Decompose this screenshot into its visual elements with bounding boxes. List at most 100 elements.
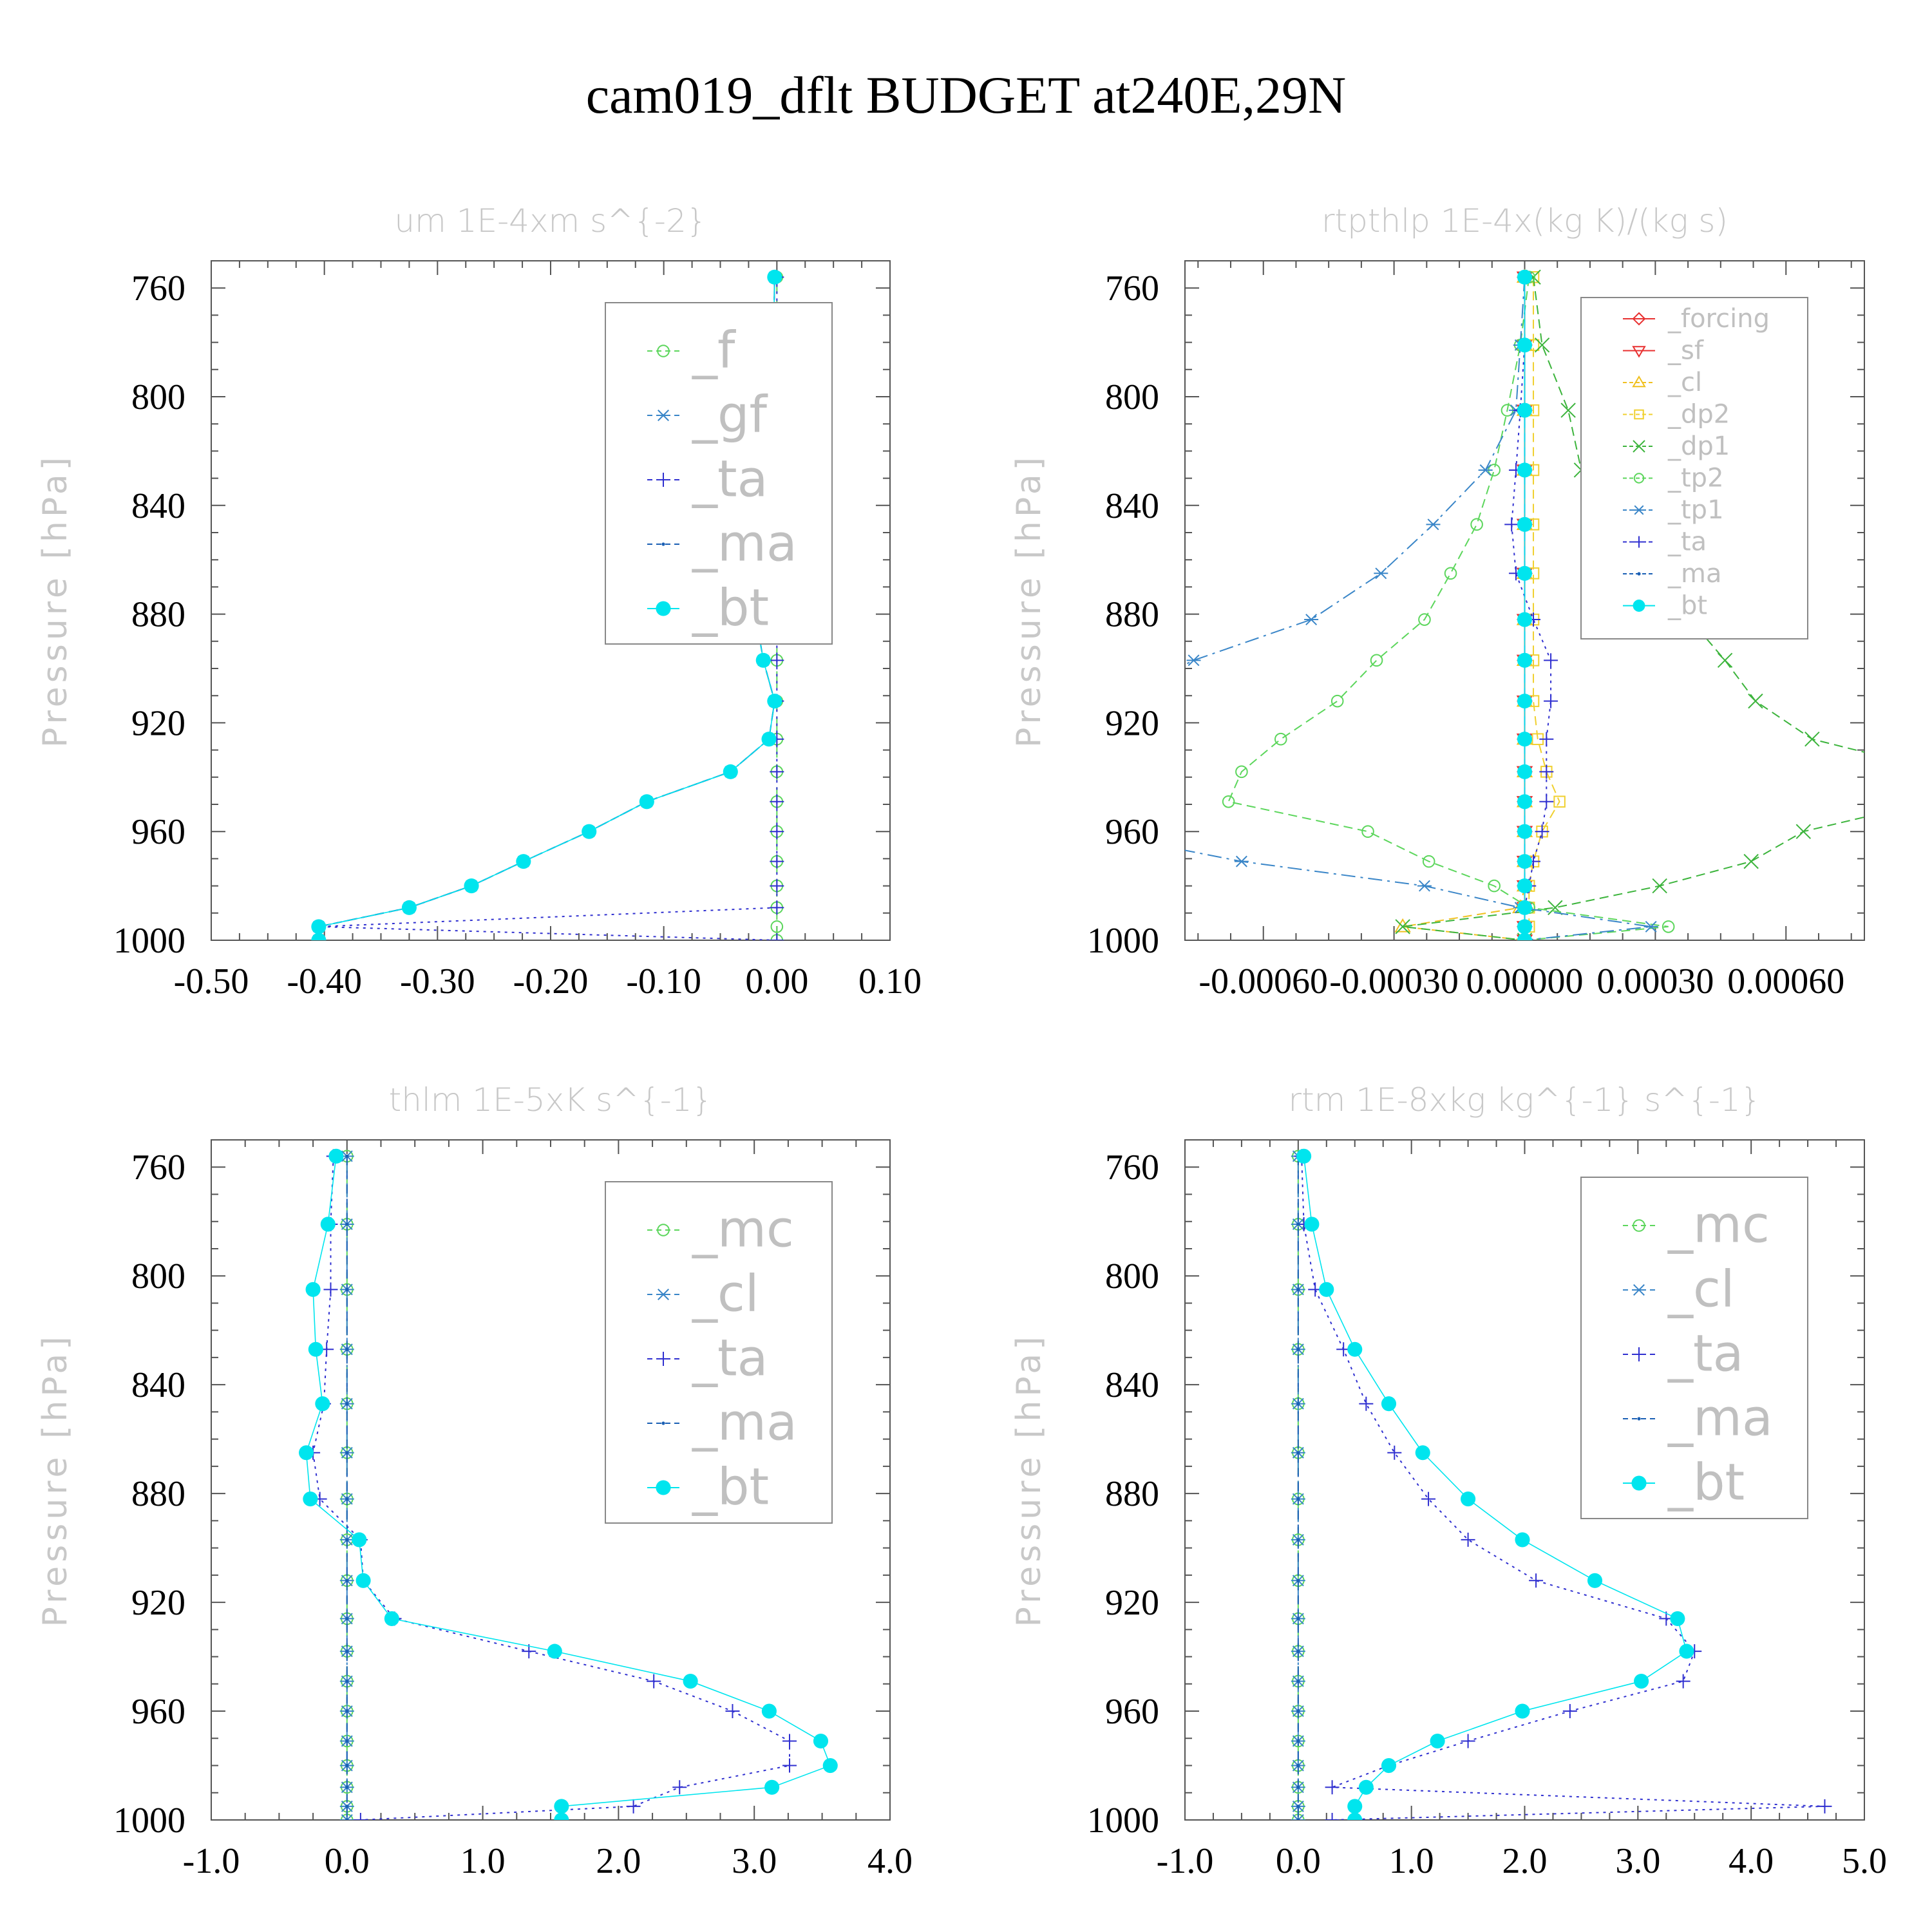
data-point-bt: [1381, 1757, 1397, 1774]
data-point-tp2: [1370, 654, 1383, 667]
data-point-bt: [1517, 612, 1533, 627]
y-axis-label: Pressure [hPa]: [36, 453, 75, 748]
legend-box: [605, 1181, 833, 1524]
data-point-bt: [1634, 1674, 1649, 1689]
data-point-tp2: [1222, 795, 1235, 808]
legend-marker: [661, 542, 665, 546]
data-point-ta: [1387, 1445, 1402, 1460]
panel-title: rtpthlp 1E-4x(kg K)/(kg s): [1321, 202, 1728, 240]
data-point-ta: [770, 854, 784, 869]
series-line-tp2: [1227, 277, 1669, 940]
legend-box: [605, 302, 833, 645]
legend-label: _bt: [1667, 1454, 1745, 1512]
panel-2: rtpthlp 1E-4x(kg K)/(kg s) Pressure [hPa]…: [947, 202, 1865, 1001]
data-point-ta: [1544, 653, 1558, 668]
data-point-ta: [353, 1813, 368, 1820]
data-point-ma: [1296, 1497, 1300, 1501]
y-tick-label: 960: [131, 812, 185, 852]
data-point-bt: [1679, 1643, 1694, 1659]
data-point-bt: [401, 900, 417, 915]
y-tick-label: 880: [131, 595, 185, 635]
data-point-ta: [647, 1674, 661, 1689]
legend-marker: [656, 1289, 670, 1300]
data-point-ma: [345, 1222, 349, 1226]
data-point-bt: [554, 1799, 569, 1814]
data-point-bt: [320, 1217, 336, 1232]
legend-marker: [1633, 473, 1645, 484]
data-point-dp2: [1553, 795, 1566, 808]
data-point-bt: [813, 1733, 829, 1749]
x-tick-label: -0.20: [513, 961, 589, 1001]
data-point-bt: [1430, 1733, 1445, 1749]
series-line-tp1: [1185, 277, 1651, 940]
data-point-tp1: [1304, 614, 1319, 625]
series-layer: [299, 1148, 838, 1820]
data-point-tp1: [1643, 920, 1658, 933]
data-point-tp2: [1274, 732, 1287, 746]
data-point-bt: [464, 878, 479, 894]
legend: _mc _cl _ta _ma _bt: [605, 1181, 833, 1524]
data-point-ta: [1535, 824, 1549, 839]
legend-marker: [1631, 1475, 1647, 1491]
legend-label: _tp1: [1667, 495, 1724, 525]
legend-marker: [1633, 536, 1645, 548]
x-tick-label: -0.50: [174, 961, 249, 1001]
data-point-tp2: [1418, 613, 1431, 626]
y-tick-label: 800: [1105, 377, 1159, 417]
legend-label: _mc: [692, 1201, 794, 1259]
legend: _forcing_sf_cl _dp2_dp1 _tp2_tp1_ta_ma_bt: [1580, 297, 1808, 639]
data-point-ta: [1562, 1704, 1577, 1719]
data-point-tp1: [1374, 567, 1388, 580]
data-point-bt: [1517, 694, 1533, 709]
y-tick-label: 1000: [113, 921, 185, 961]
x-tick-label: 3.0: [1615, 1841, 1660, 1881]
data-point-ta: [1325, 1813, 1340, 1820]
data-point-tp2: [1662, 920, 1675, 933]
legend-marker: [1632, 375, 1646, 388]
data-point-ta: [770, 878, 784, 893]
data-point-tp2: [1488, 879, 1501, 893]
data-point-tp1: [947, 766, 961, 777]
data-point-bt: [723, 764, 738, 779]
data-point-ma: [345, 1497, 349, 1501]
y-tick-label: 880: [1105, 595, 1159, 635]
data-point-bt: [1587, 1573, 1603, 1588]
data-point-bt: [1517, 269, 1533, 285]
series-line-dp1: [1403, 277, 1864, 940]
data-point-bt: [308, 1341, 323, 1357]
data-point-tp1: [1082, 826, 1096, 837]
legend-box: [1580, 1177, 1808, 1519]
data-point-bt: [1517, 337, 1533, 353]
data-point-bt: [1358, 1779, 1374, 1795]
data-point-bt: [1517, 919, 1533, 934]
panel-1: um 1E-4xm s^{-2} Pressure [hPa] 760 800 840 8…: [36, 202, 922, 1001]
legend-label: _ma: [692, 1394, 797, 1452]
data-point-ta: [1359, 1396, 1374, 1411]
legend: _mc _cl _ta _ma _bt: [1580, 1177, 1808, 1519]
data-point-ma: [1296, 1739, 1300, 1743]
data-point-bt: [761, 732, 777, 747]
data-point-tp1: [1417, 880, 1432, 892]
x-tick-label: 2.0: [1502, 1841, 1548, 1881]
data-point-ma: [345, 1785, 349, 1789]
legend-label: _ma: [1667, 1390, 1773, 1448]
legend-label: _ta: [692, 1330, 768, 1388]
data-point-bt: [1517, 732, 1533, 747]
data-point-tp2: [1422, 855, 1435, 868]
data-point-ma: [1296, 1402, 1300, 1406]
y-tick-label: 880: [131, 1474, 185, 1514]
data-point-bt: [299, 1445, 314, 1461]
data-point-bt: [352, 1532, 367, 1548]
series-line-ta: [312, 1156, 791, 1820]
panel-title: rtm 1E-8xkg kg^{-1} s^{-1}: [1288, 1081, 1761, 1119]
legend-box: [1580, 297, 1808, 639]
data-point-ma: [1296, 1785, 1300, 1789]
data-point-ta: [323, 1282, 338, 1297]
y-tick-label: 1000: [1087, 921, 1159, 961]
data-point-ma: [345, 1818, 349, 1820]
series-layer: [947, 269, 1864, 940]
y-axis-label: Pressure [hPa]: [1010, 1333, 1048, 1627]
y-tick-label: 920: [131, 703, 185, 743]
x-tick-label: 0.00060: [1727, 961, 1844, 1001]
